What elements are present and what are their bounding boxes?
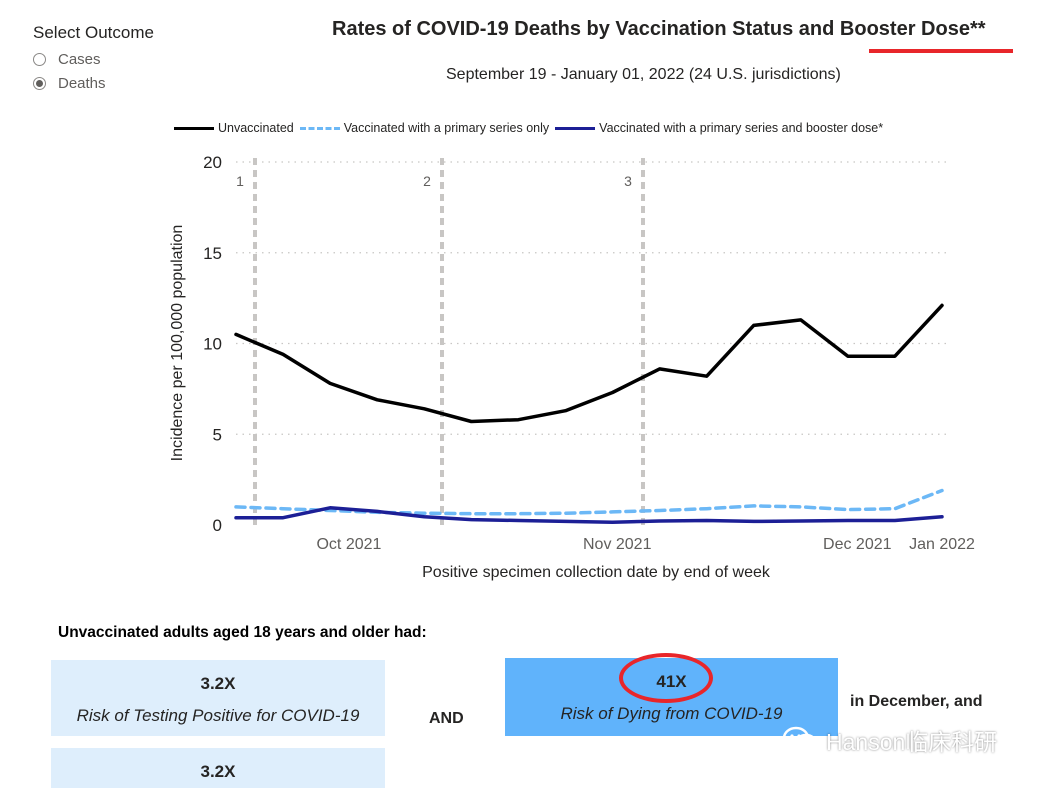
summary-heading: Unvaccinated adults aged 18 years and ol… <box>58 624 427 642</box>
watermark: Hanson临床科研 <box>782 723 997 757</box>
x-tick-label: Dec 2021 <box>823 536 892 553</box>
highlight-circle <box>619 653 713 703</box>
reference-label: 3 <box>624 173 632 189</box>
reference-label: 2 <box>423 173 431 189</box>
stat-box-third: 3.2X <box>51 748 385 788</box>
summary-tail: in December, and <box>850 693 983 711</box>
x-tick-label: Oct 2021 <box>316 536 381 553</box>
wechat-icon <box>782 726 818 754</box>
x-axis-label: Positive specimen collection date by end… <box>422 564 771 581</box>
connector-and: AND <box>429 710 464 728</box>
stat-box-testing: 3.2X Risk of Testing Positive for COVID-… <box>51 660 385 736</box>
stat-label: Risk of Dying from COVID-19 <box>505 704 838 724</box>
x-tick-label: Nov 2021 <box>583 536 652 553</box>
watermark-text: Hanson临床科研 <box>826 723 997 757</box>
line-chart: 1 2 3 0 5 10 15 20 Oct 2021 Nov 2021 Dec 2021 Jan … <box>0 0 1060 600</box>
stat-value: 3.2X <box>51 762 385 782</box>
y-tick-label: 15 <box>203 244 222 263</box>
x-tick-label: Jan 2022 <box>909 536 975 553</box>
stat-value: 3.2X <box>51 674 385 694</box>
stat-label: Risk of Testing Positive for COVID-19 <box>51 706 385 726</box>
reference-label: 1 <box>236 173 244 189</box>
y-tick-label: 0 <box>213 516 222 535</box>
series-line <box>236 305 942 421</box>
y-tick-label: 10 <box>203 335 222 354</box>
y-tick-label: 20 <box>203 153 222 172</box>
y-tick-label: 5 <box>213 425 222 444</box>
y-axis-label: Incidence per 100,000 population <box>169 225 186 462</box>
